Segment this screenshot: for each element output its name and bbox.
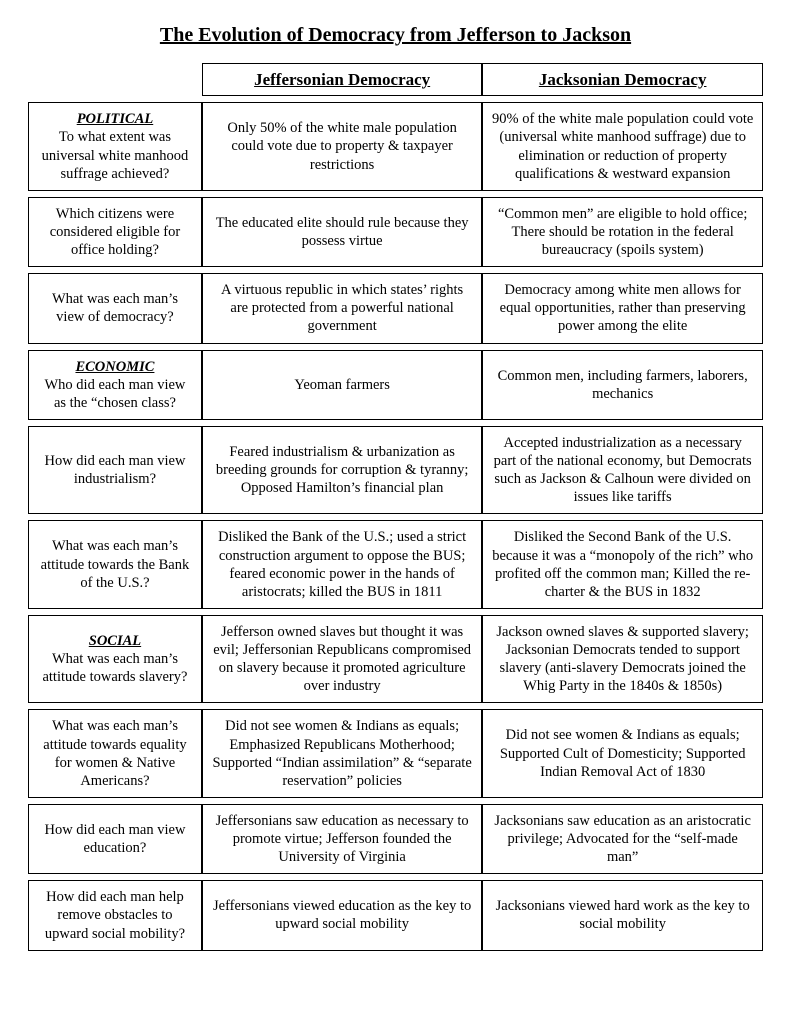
category-label: ECONOMIC — [37, 358, 193, 376]
jeffersonian-cell: Did not see women & Indians as equals; E… — [202, 709, 482, 798]
jeffersonian-cell: The educated elite should rule because t… — [202, 197, 482, 267]
question-cell: How did each man view industrialism? — [28, 426, 202, 515]
question-cell: Which citizens were considered eligible … — [28, 197, 202, 267]
jeffersonian-cell: Feared industrialism & urbanization as b… — [202, 426, 482, 515]
question-cell: SOCIALWhat was each man’s attitude towar… — [28, 615, 202, 704]
question-cell: ECONOMICWho did each man view as the “ch… — [28, 350, 202, 420]
question-cell: What was each man’s view of democracy? — [28, 273, 202, 343]
question-cell: What was each man’s attitude towards the… — [28, 520, 202, 609]
question-cell: How did each man help remove obstacles t… — [28, 880, 202, 950]
jacksonian-cell: Democracy among white men allows for equ… — [482, 273, 763, 343]
question-cell: How did each man view education? — [28, 804, 202, 874]
table-row: What was each man’s attitude towards equ… — [28, 709, 763, 798]
table-row: Which citizens were considered eligible … — [28, 197, 763, 267]
category-label: POLITICAL — [37, 110, 193, 128]
question-cell: POLITICALTo what extent was universal wh… — [28, 102, 202, 191]
question-cell: What was each man’s attitude towards equ… — [28, 709, 202, 798]
table-row: ECONOMICWho did each man view as the “ch… — [28, 350, 763, 420]
table-row: How did each man view industrialism?Fear… — [28, 426, 763, 515]
question-text: What was each man’s attitude towards sla… — [37, 650, 193, 686]
jacksonian-cell: Jackson owned slaves & supported slavery… — [482, 615, 763, 704]
jeffersonian-cell: Disliked the Bank of the U.S.; used a st… — [202, 520, 482, 609]
question-text: Which citizens were considered eligible … — [37, 205, 193, 259]
header-blank — [28, 63, 202, 96]
table-row: What was each man’s attitude towards the… — [28, 520, 763, 609]
jacksonian-cell: 90% of the white male population could v… — [482, 102, 763, 191]
jacksonian-cell: Disliked the Second Bank of the U.S. bec… — [482, 520, 763, 609]
table-row: SOCIALWhat was each man’s attitude towar… — [28, 615, 763, 704]
jeffersonian-cell: Jeffersonians viewed education as the ke… — [202, 880, 482, 950]
jacksonian-cell: “Common men” are eligible to hold office… — [482, 197, 763, 267]
jeffersonian-cell: Jefferson owned slaves but thought it wa… — [202, 615, 482, 704]
jacksonian-cell: Did not see women & Indians as equals; S… — [482, 709, 763, 798]
question-text: How did each man help remove obstacles t… — [37, 888, 193, 942]
jacksonian-cell: Common men, including farmers, laborers,… — [482, 350, 763, 420]
jacksonian-cell: Accepted industrialization as a necessar… — [482, 426, 763, 515]
table-header-row: Jeffersonian Democracy Jacksonian Democr… — [28, 63, 763, 96]
question-text: What was each man’s view of democracy? — [37, 290, 193, 326]
jeffersonian-cell: Jeffersonians saw education as necessary… — [202, 804, 482, 874]
jacksonian-cell: Jacksonians saw education as an aristocr… — [482, 804, 763, 874]
question-text: Who did each man view as the “chosen cla… — [37, 376, 193, 412]
table-row: How did each man help remove obstacles t… — [28, 880, 763, 950]
question-text: What was each man’s attitude towards the… — [37, 537, 193, 591]
table-row: What was each man’s view of democracy?A … — [28, 273, 763, 343]
table-row: How did each man view education?Jefferso… — [28, 804, 763, 874]
header-jeffersonian: Jeffersonian Democracy — [202, 63, 482, 96]
page-title: The Evolution of Democracy from Jefferso… — [28, 24, 763, 47]
jeffersonian-cell: Yeoman farmers — [202, 350, 482, 420]
question-text: What was each man’s attitude towards equ… — [37, 717, 193, 790]
header-jacksonian: Jacksonian Democracy — [482, 63, 763, 96]
question-text: How did each man view education? — [37, 821, 193, 857]
table-row: POLITICALTo what extent was universal wh… — [28, 102, 763, 191]
jeffersonian-cell: A virtuous republic in which states’ rig… — [202, 273, 482, 343]
question-text: How did each man view industrialism? — [37, 452, 193, 488]
jacksonian-cell: Jacksonians viewed hard work as the key … — [482, 880, 763, 950]
comparison-table: Jeffersonian Democracy Jacksonian Democr… — [28, 57, 763, 957]
category-label: SOCIAL — [37, 632, 193, 650]
question-text: To what extent was universal white manho… — [37, 128, 193, 182]
jeffersonian-cell: Only 50% of the white male population co… — [202, 102, 482, 191]
